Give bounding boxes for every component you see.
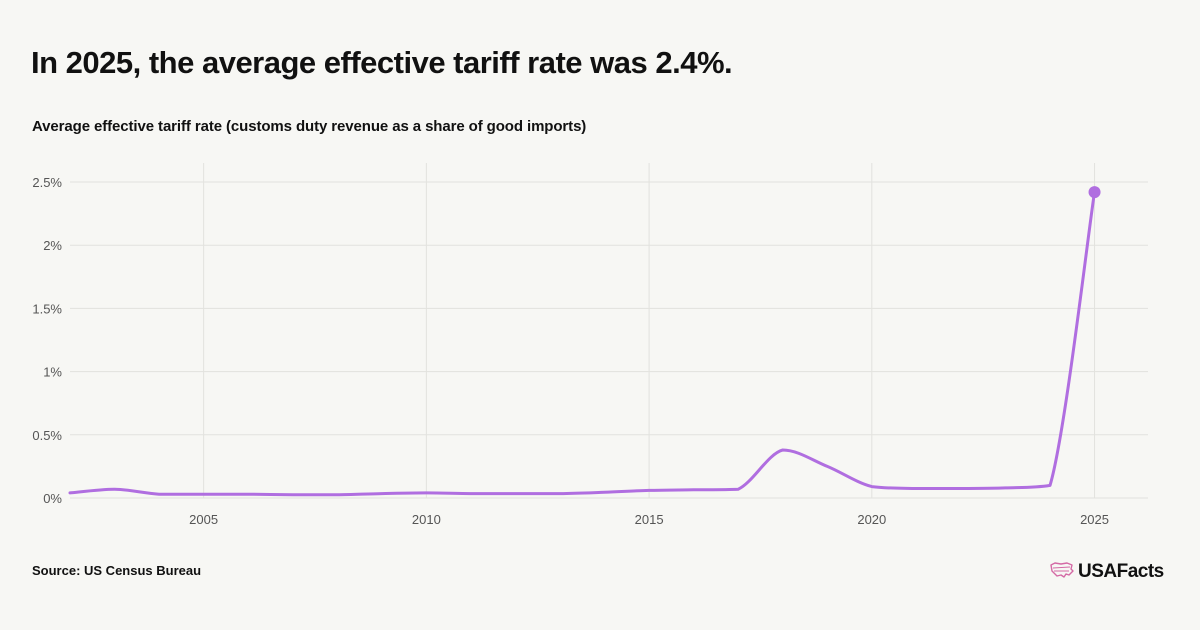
x-tick-label: 2005 [189, 512, 218, 527]
data-point [1003, 486, 1007, 490]
data-point [781, 448, 785, 452]
y-tick-label: 2.5% [32, 175, 62, 190]
chart-subtitle: Average effective tariff rate (customs d… [32, 118, 587, 135]
data-point [335, 493, 339, 497]
data-point [558, 492, 562, 496]
brand-name: USAFacts [1078, 561, 1164, 582]
series-layer [68, 186, 1101, 497]
data-point [424, 491, 428, 495]
data-point [603, 490, 607, 494]
data-point [914, 487, 918, 491]
data-point [246, 492, 250, 496]
data-point [736, 487, 740, 491]
x-tick-label: 2010 [412, 512, 441, 527]
x-tick-label: 2025 [1080, 512, 1109, 527]
data-point [870, 485, 874, 489]
x-tick-label: 2015 [635, 512, 664, 527]
data-point [202, 492, 206, 496]
data-point [157, 492, 161, 496]
data-point [68, 491, 72, 495]
y-tick-label: 0.5% [32, 428, 62, 443]
chart-title: In 2025, the average effective tariff ra… [31, 45, 733, 80]
data-point [380, 492, 384, 496]
y-tick-label: 2% [43, 238, 62, 253]
data-point [647, 488, 651, 492]
y-axis-ticks: 0% 0.5% 1% 1.5% 2% 2.5% [32, 175, 62, 506]
us-map-icon [1050, 561, 1074, 584]
last-value-marker [1088, 186, 1101, 199]
x-tick-label: 2020 [857, 512, 886, 527]
data-point [959, 487, 963, 491]
data-point [291, 493, 295, 497]
data-point [1048, 483, 1052, 487]
data-point [825, 464, 829, 468]
source-note: Source: US Census Bureau [32, 563, 202, 578]
y-tick-label: 1.5% [32, 301, 62, 316]
brand-logo[interactable]: USAFacts [1050, 559, 1164, 585]
y-tick-label: 0% [43, 491, 62, 506]
series-line [68, 190, 1096, 497]
data-point [692, 488, 696, 492]
data-point [513, 492, 517, 496]
grid-lines [70, 163, 1148, 499]
y-tick-label: 1% [43, 365, 62, 380]
x-axis-ticks: 2005 2010 2015 2020 2025 [189, 512, 1109, 527]
data-point [113, 487, 117, 491]
data-point [469, 492, 473, 496]
